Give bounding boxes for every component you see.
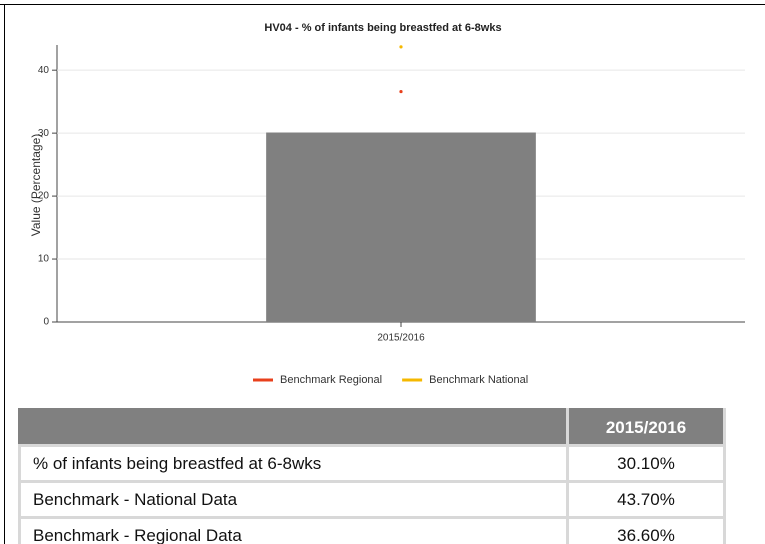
- y-tick-label: 10: [38, 254, 50, 265]
- table-row: % of infants being breastfed at 6-8wks 30…: [18, 444, 726, 483]
- border: [0, 4, 765, 5]
- table-cell: 36.60%: [566, 516, 726, 544]
- legend-label: Benchmark Regional: [280, 374, 382, 386]
- y-axis-label: Value (Percentage): [29, 134, 43, 237]
- chart: HV04 - % of infants being breastfed at 6…: [29, 22, 745, 386]
- border: [4, 4, 5, 544]
- table-cell: % of infants being breastfed at 6-8wks: [18, 444, 569, 483]
- header-cell: [18, 408, 569, 447]
- table-row: Benchmark - Regional Data 36.60%: [18, 516, 726, 544]
- table-header: 2015/2016: [18, 408, 726, 447]
- x-tick-label: 2015/2016: [377, 333, 425, 344]
- legend-label: Benchmark National: [429, 374, 528, 386]
- benchmark-marker: [399, 45, 403, 49]
- benchmark-marker: [399, 89, 403, 94]
- bar: [266, 132, 536, 322]
- y-tick-label: 20: [38, 191, 50, 202]
- data-table: 2015/2016 % of infants being breastfed a…: [18, 408, 726, 544]
- table-cell: Benchmark - National Data: [18, 480, 569, 519]
- y-tick-label: 40: [38, 65, 50, 76]
- table-cell: 43.70%: [566, 480, 726, 519]
- table-row: Benchmark - National Data 43.70%: [18, 480, 726, 519]
- table-cell: Benchmark - Regional Data: [18, 516, 569, 544]
- y-tick-label: 0: [43, 317, 49, 328]
- table-cell: 30.10%: [566, 444, 726, 483]
- chart-title: HV04 - % of infants being breastfed at 6…: [264, 22, 501, 34]
- header-cell: 2015/2016: [566, 408, 726, 447]
- y-tick-label: 30: [38, 128, 50, 139]
